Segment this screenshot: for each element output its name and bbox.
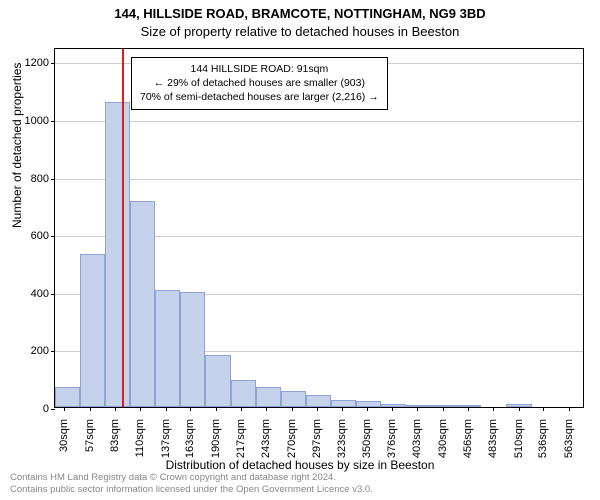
xtick-mark bbox=[342, 407, 343, 411]
xtick-mark bbox=[543, 407, 544, 411]
footer-line2: Contains public sector information licen… bbox=[10, 484, 373, 496]
xtick-label: 376sqm bbox=[386, 419, 398, 458]
ytick-label: 600 bbox=[31, 230, 49, 242]
histogram-bar bbox=[331, 400, 356, 407]
histogram-bar bbox=[130, 201, 155, 407]
ytick-label: 400 bbox=[31, 288, 49, 300]
histogram-bar bbox=[406, 405, 431, 407]
xtick-mark bbox=[468, 407, 469, 411]
xtick-label: 403sqm bbox=[411, 419, 423, 458]
gridline bbox=[55, 179, 583, 180]
annotation-line3: 70% of semi-detached houses are larger (… bbox=[140, 90, 379, 104]
x-axis-label: Distribution of detached houses by size … bbox=[0, 458, 600, 472]
xtick-label: 217sqm bbox=[235, 419, 247, 458]
ytick-label: 1000 bbox=[25, 115, 49, 127]
xtick-mark bbox=[392, 407, 393, 411]
xtick-label: 456sqm bbox=[462, 419, 474, 458]
ytick-mark bbox=[51, 409, 55, 410]
histogram-bar bbox=[55, 387, 80, 407]
histogram-bar bbox=[356, 401, 381, 407]
xtick-label: 30sqm bbox=[58, 419, 70, 452]
xtick-label: 536sqm bbox=[537, 419, 549, 458]
chart-title-main: 144, HILLSIDE ROAD, BRAMCOTE, NOTTINGHAM… bbox=[0, 6, 600, 21]
footer-line1: Contains HM Land Registry data © Crown c… bbox=[10, 472, 373, 484]
histogram-bar bbox=[205, 355, 230, 407]
gridline bbox=[55, 121, 583, 122]
xtick-label: 137sqm bbox=[160, 419, 172, 458]
xtick-mark bbox=[443, 407, 444, 411]
xtick-mark bbox=[190, 407, 191, 411]
histogram-bar bbox=[256, 387, 281, 407]
xtick-label: 430sqm bbox=[437, 419, 449, 458]
xtick-label: 243sqm bbox=[260, 419, 272, 458]
xtick-label: 297sqm bbox=[311, 419, 323, 458]
xtick-mark bbox=[241, 407, 242, 411]
ytick-label: 1200 bbox=[25, 57, 49, 69]
histogram-bar bbox=[105, 102, 130, 407]
y-axis-label: Number of detached properties bbox=[10, 63, 24, 228]
xtick-label: 163sqm bbox=[184, 419, 196, 458]
xtick-mark bbox=[317, 407, 318, 411]
xtick-label: 190sqm bbox=[210, 419, 222, 458]
chart-container: 144, HILLSIDE ROAD, BRAMCOTE, NOTTINGHAM… bbox=[0, 0, 600, 500]
xtick-label: 110sqm bbox=[134, 419, 146, 457]
xtick-mark bbox=[216, 407, 217, 411]
ytick-mark bbox=[51, 121, 55, 122]
ytick-mark bbox=[51, 179, 55, 180]
chart-title-sub: Size of property relative to detached ho… bbox=[0, 24, 600, 39]
xtick-mark bbox=[519, 407, 520, 411]
xtick-mark bbox=[569, 407, 570, 411]
histogram-bar bbox=[80, 254, 105, 407]
histogram-bar bbox=[306, 395, 331, 407]
histogram-bar bbox=[231, 380, 256, 407]
xtick-mark bbox=[166, 407, 167, 411]
footer-attribution: Contains HM Land Registry data © Crown c… bbox=[10, 472, 373, 496]
histogram-bar bbox=[155, 290, 180, 407]
histogram-bar bbox=[180, 292, 205, 407]
annotation-box: 144 HILLSIDE ROAD: 91sqm ← 29% of detach… bbox=[131, 57, 388, 110]
xtick-mark bbox=[266, 407, 267, 411]
ytick-mark bbox=[51, 351, 55, 352]
ytick-mark bbox=[51, 236, 55, 237]
xtick-label: 83sqm bbox=[109, 419, 121, 452]
ytick-label: 200 bbox=[31, 345, 49, 357]
property-marker-line bbox=[122, 49, 124, 407]
xtick-label: 57sqm bbox=[84, 419, 96, 452]
plot-area: 144 HILLSIDE ROAD: 91sqm ← 29% of detach… bbox=[54, 48, 584, 408]
histogram-bar bbox=[381, 404, 406, 407]
xtick-label: 350sqm bbox=[361, 419, 373, 458]
xtick-mark bbox=[90, 407, 91, 411]
xtick-label: 483sqm bbox=[487, 419, 499, 458]
xtick-mark bbox=[367, 407, 368, 411]
xtick-mark bbox=[115, 407, 116, 411]
ytick-mark bbox=[51, 294, 55, 295]
xtick-mark bbox=[417, 407, 418, 411]
xtick-mark bbox=[292, 407, 293, 411]
ytick-label: 0 bbox=[43, 403, 49, 415]
histogram-bar bbox=[456, 405, 481, 407]
annotation-line1: 144 HILLSIDE ROAD: 91sqm bbox=[140, 62, 379, 76]
ytick-mark bbox=[51, 63, 55, 64]
xtick-mark bbox=[493, 407, 494, 411]
xtick-label: 270sqm bbox=[286, 419, 298, 458]
xtick-label: 563sqm bbox=[563, 419, 575, 458]
xtick-mark bbox=[64, 407, 65, 411]
annotation-line2: ← 29% of detached houses are smaller (90… bbox=[140, 76, 379, 90]
histogram-bar bbox=[281, 391, 306, 407]
xtick-label: 323sqm bbox=[336, 419, 348, 458]
ytick-label: 800 bbox=[31, 173, 49, 185]
xtick-mark bbox=[140, 407, 141, 411]
xtick-label: 510sqm bbox=[513, 419, 525, 458]
